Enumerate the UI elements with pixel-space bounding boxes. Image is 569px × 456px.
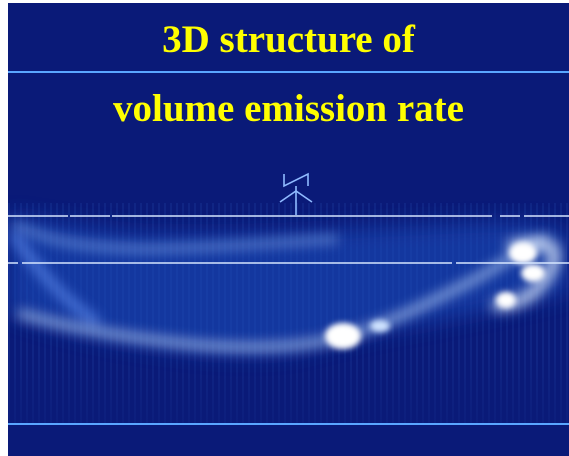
title-line-1: 3D structure of <box>162 18 415 61</box>
bottom-rule <box>8 423 569 425</box>
bright-spot-right-upper <box>509 242 537 264</box>
title-line-2: volume emission rate <box>113 87 464 130</box>
top-rule <box>8 71 569 73</box>
emission-arc-left <box>8 230 101 328</box>
emission-map-graphic <box>8 172 569 423</box>
image-panel: 3D structure of volume emission rate <box>8 3 569 456</box>
bright-spot-right-mid <box>521 264 545 282</box>
bright-spot-right-lower <box>496 292 516 308</box>
emission-arc-upper <box>11 219 339 253</box>
bright-spot-small <box>370 320 390 332</box>
bright-spot-center <box>325 323 361 349</box>
instrument-marker-icon <box>279 172 313 215</box>
emission-map <box>8 153 569 423</box>
bottom-fade <box>8 353 569 423</box>
